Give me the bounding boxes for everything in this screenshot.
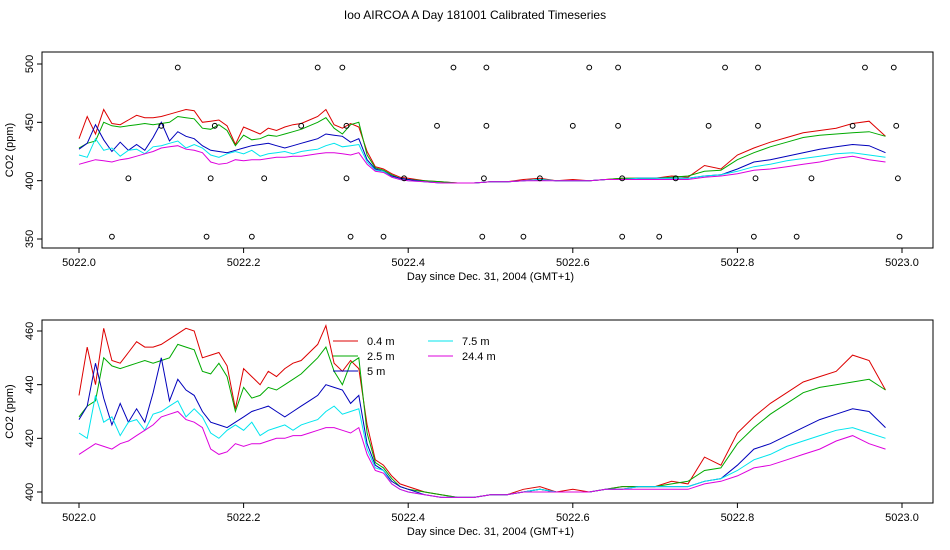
flag-point <box>109 233 115 240</box>
flag-point <box>569 122 576 129</box>
x-tick-label: 5022.8 <box>721 512 755 524</box>
series-line-5-m <box>78 357 886 498</box>
y-tick-label: 400 <box>24 171 36 189</box>
y-tick-label: 440 <box>24 375 36 393</box>
flag-point <box>615 64 621 71</box>
legend-label: 0.4 m <box>367 336 395 348</box>
flag-point <box>849 122 856 129</box>
x-tick-label: 5023.0 <box>885 257 919 269</box>
series-line-7-5-m <box>78 395 886 498</box>
x-tick-label: 5022.6 <box>556 512 590 524</box>
series-line-24-4-m <box>78 410 886 498</box>
y-tick-label: 450 <box>24 113 36 131</box>
flag-point <box>483 64 490 71</box>
flag-point <box>520 233 527 240</box>
flag-point <box>890 64 897 71</box>
flag-point <box>656 233 663 240</box>
flag-point <box>261 175 268 182</box>
flag-point <box>125 175 132 182</box>
flag-point <box>298 122 305 129</box>
top-panel-timeseries: 5022.0 5022.2 5022.4 5022.6 5022.8 5023.0 Day … <box>4 51 934 283</box>
x-tick-label: 5023.0 <box>885 512 919 524</box>
series-line-2-5-m <box>78 115 886 184</box>
legend-label: 2.5 m <box>367 351 395 363</box>
plot-frame <box>41 319 934 504</box>
flag-point <box>203 233 210 240</box>
y-tick-label: 460 <box>24 322 36 340</box>
flag-point <box>750 233 757 240</box>
flag-point <box>343 122 350 129</box>
x-tick-label: 5022.8 <box>721 257 755 269</box>
flag-point <box>894 175 901 182</box>
x-tick-label: 5022.4 <box>391 257 425 269</box>
plot-frame <box>41 51 934 249</box>
flag-point <box>808 175 815 182</box>
legend: 0.4 m 2.5 m 5 m 7.5 m 24.4 m <box>333 336 496 378</box>
x-axis-label: Day since Dec. 31, 2004 (GMT+1) <box>407 271 574 283</box>
bottom-panel-timeseries: 5022.0 5022.2 5022.4 5022.6 5022.8 5023.0 Day … <box>4 319 934 538</box>
flag-point <box>615 122 621 129</box>
series-line-24-4-m <box>78 145 886 184</box>
y-tick-label: 400 <box>24 483 36 501</box>
flag-point <box>672 175 679 182</box>
y-axis-label: CO2 (ppm) <box>4 123 16 177</box>
flag-point <box>752 175 759 182</box>
flag-point <box>893 122 900 129</box>
x-axis-label: Day since Dec. 31, 2004 (GMT+1) <box>407 526 574 538</box>
flag-point <box>862 64 868 71</box>
flag-point <box>380 233 387 240</box>
flag-point <box>536 175 543 182</box>
x-tick-label: 5022.0 <box>62 512 96 524</box>
flag-point <box>793 233 800 240</box>
flag-point <box>722 64 728 71</box>
y-tick-label: 350 <box>24 230 36 248</box>
flag-point <box>896 233 903 240</box>
flag-point <box>755 122 761 129</box>
flag-point <box>401 175 407 182</box>
flag-point <box>619 233 626 240</box>
y-tick-label: 500 <box>24 55 36 73</box>
flag-point <box>314 64 321 71</box>
flag-point <box>450 64 457 71</box>
flag-point <box>483 122 490 129</box>
legend-label: 24.4 m <box>462 351 496 363</box>
x-tick-label: 5022.6 <box>556 257 590 269</box>
x-tick-label: 5022.2 <box>227 512 261 524</box>
x-tick-label: 5022.4 <box>391 512 425 524</box>
x-tick-label: 5022.0 <box>62 257 96 269</box>
flag-point <box>619 175 626 182</box>
flag-point <box>434 122 440 129</box>
flag-point <box>211 122 218 129</box>
flag-point <box>586 64 593 71</box>
flag-point <box>481 175 487 182</box>
x-tick-label: 5022.2 <box>227 257 261 269</box>
flag-point <box>248 233 255 240</box>
flag-point <box>755 64 761 71</box>
flag-point <box>339 64 346 71</box>
flag-point <box>158 122 165 129</box>
series-line-2-5-m <box>78 343 886 498</box>
flag-point <box>174 64 181 71</box>
flag-point <box>207 175 214 182</box>
flag-point <box>343 175 350 182</box>
legend-label: 7.5 m <box>462 336 490 348</box>
y-axis-label: CO2 (ppm) <box>4 384 16 438</box>
flag-point <box>479 233 486 240</box>
legend-label: 5 m <box>367 366 385 378</box>
chart-title: Ioo AIRCOA A Day 181001 Calibrated Times… <box>343 8 607 22</box>
series-line-5-m <box>78 121 886 184</box>
series-line-7-5-m <box>78 137 886 184</box>
flag-point <box>347 233 354 240</box>
series-line-0-4-m <box>78 108 886 184</box>
y-tick-label: 420 <box>24 429 36 447</box>
flag-point <box>705 122 712 129</box>
